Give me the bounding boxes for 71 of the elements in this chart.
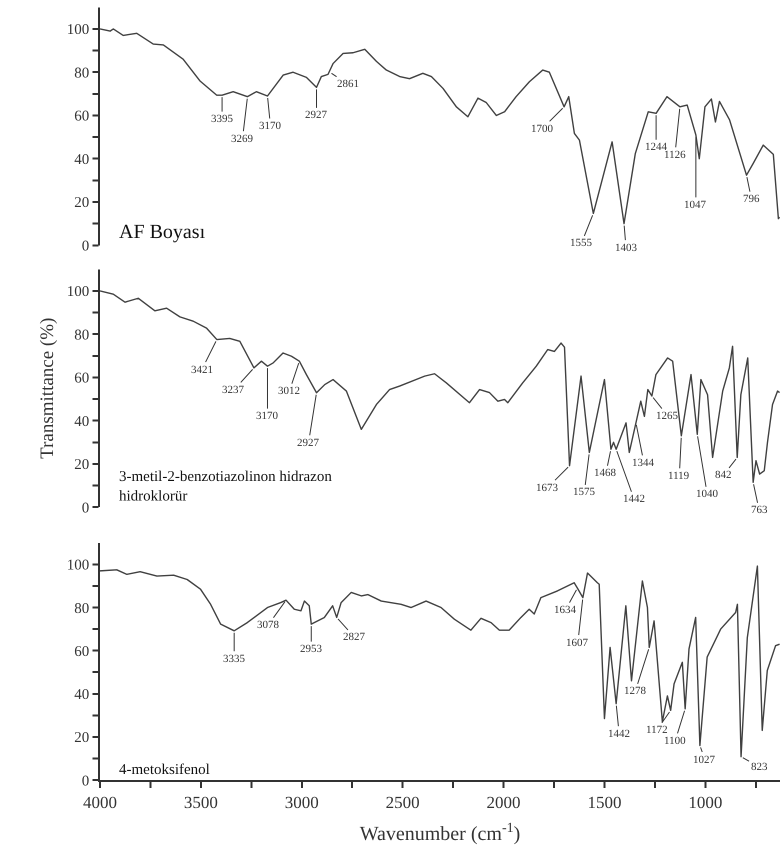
y-tick-label: 0 — [82, 500, 90, 516]
annotation: 1100 — [664, 735, 686, 747]
annotation: 1442 — [608, 728, 630, 740]
annotation: 3269 — [231, 133, 254, 145]
annotation: 1575 — [573, 486, 596, 498]
annotation: 2827 — [343, 631, 366, 643]
y-tick-label: 40 — [74, 414, 90, 430]
y-tick-label: 20 — [74, 457, 90, 474]
y-tick-label: 0 — [82, 773, 90, 790]
x-tick-label: 4000 — [83, 793, 117, 812]
x-tick-label: 2000 — [486, 793, 521, 812]
annotation: 3237 — [222, 384, 244, 396]
annotation: 1047 — [684, 199, 706, 211]
y-tick-label: 20 — [74, 195, 90, 212]
y-tick-label: 100 — [66, 22, 90, 38]
annotation: 1607 — [566, 637, 588, 649]
annotation: 2927 — [297, 437, 320, 449]
line-series — [100, 28, 780, 224]
annotation: 1468 — [594, 467, 616, 479]
annotation: 796 — [743, 193, 760, 205]
annotation: 2927 — [305, 109, 328, 121]
y-tick-label: 40 — [74, 152, 90, 168]
annotation: 1126 — [664, 149, 686, 161]
annotation: 3170 — [256, 410, 278, 422]
annotation: 3170 — [259, 120, 282, 132]
annotation: 763 — [751, 504, 768, 516]
annotation: 1403 — [615, 242, 638, 254]
y-axis-title: Transmittance (%) — [37, 318, 58, 459]
annotation: 1344 — [632, 457, 654, 469]
x-tick-label: 3500 — [184, 793, 218, 812]
annotation: 2953 — [300, 643, 322, 655]
annotation: 1442 — [623, 493, 645, 505]
annotation: 1673 — [536, 482, 558, 494]
text: 4-metoksifenol — [119, 762, 210, 778]
annotation: 1265 — [656, 410, 678, 422]
annotation: 2861 — [337, 78, 359, 90]
annotation: 1027 — [693, 754, 716, 766]
y-tick-label: 100 — [66, 284, 90, 300]
annotation: 3421 — [191, 364, 213, 376]
text: 3-metil-2-benzotiazolinon hidrazon hidroklorür — [119, 469, 332, 504]
text: AF Boyası — [119, 221, 206, 243]
y-tick-label: 80 — [74, 65, 90, 82]
y-tick-label: 60 — [74, 644, 90, 660]
x-tick-label: 3000 — [284, 793, 319, 812]
x-tick-label: 1000 — [688, 793, 722, 812]
line-series — [100, 565, 780, 758]
annotation: 1119 — [668, 470, 690, 482]
y-tick-label: 0 — [82, 238, 90, 255]
y-tick-label: 40 — [74, 687, 90, 704]
annotation: 1634 — [554, 604, 576, 616]
y-tick-label: 60 — [74, 370, 90, 387]
y-tick-label: 60 — [74, 108, 90, 125]
annotation: 3012 — [278, 385, 300, 397]
annotation: 3078 — [257, 619, 280, 631]
annotation: 1172 — [646, 724, 668, 736]
annotation: 1278 — [624, 685, 646, 697]
y-tick-label: 80 — [74, 600, 90, 617]
x-tick-label: 2500 — [386, 793, 420, 812]
y-tick-label: 100 — [66, 558, 90, 574]
annotation: 842 — [715, 469, 732, 481]
annotation: 1555 — [570, 237, 592, 249]
annotation: 3395 — [211, 113, 234, 125]
annotation: 823 — [751, 761, 768, 773]
y-tick-label: 20 — [74, 730, 90, 746]
annotation: 1040 — [696, 488, 718, 500]
annotation: 3335 — [223, 653, 246, 665]
annotation: 1700 — [531, 123, 554, 135]
x-axis-title: Wavenumber (cm$^{-1}$) — [360, 820, 520, 846]
x-tick-label: 1500 — [587, 793, 622, 812]
line-series — [100, 290, 780, 484]
y-tick-label: 80 — [74, 327, 90, 344]
